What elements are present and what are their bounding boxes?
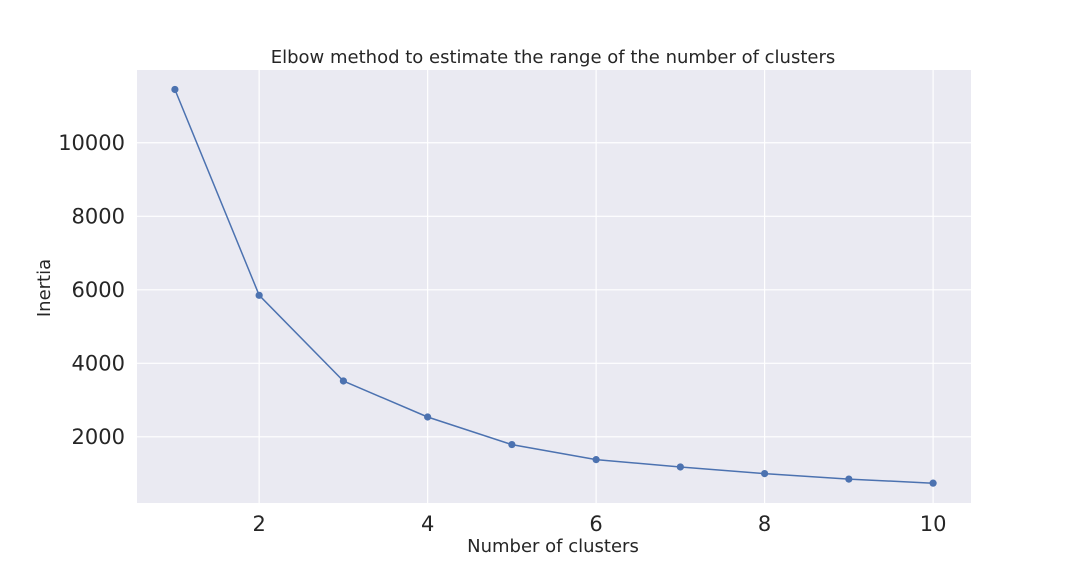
data-point: [424, 413, 432, 421]
data-point: [761, 469, 769, 478]
y-tick-label: 8000: [72, 204, 125, 228]
x-axis-label: Number of clusters: [467, 536, 639, 557]
y-tick-label: 6000: [72, 278, 125, 302]
x-tick-labels: 2 4 6 8 10: [252, 512, 946, 536]
x-tick-label: 10: [920, 512, 947, 536]
x-tick-label: 8: [758, 512, 771, 536]
y-tick-label: 10000: [58, 131, 125, 155]
x-tick-label: 6: [589, 512, 602, 536]
x-tick-label: 2: [252, 512, 265, 536]
data-point: [255, 291, 263, 299]
series-line: [174, 89, 934, 484]
data-point: [929, 479, 937, 487]
y-axis-label: Inertia: [34, 259, 55, 317]
y-tick-label: 2000: [72, 425, 125, 449]
chart-title: Elbow method to estimate the range of th…: [271, 47, 836, 68]
data-point: [171, 85, 179, 94]
grid-lines: [137, 70, 971, 503]
data-point: [676, 463, 684, 471]
plot-area: [137, 70, 971, 503]
x-tick-label: 4: [421, 512, 434, 536]
y-tick-labels: 2000 4000 6000 8000 10000: [58, 131, 125, 449]
data-point: [339, 377, 347, 385]
data-point: [508, 440, 516, 449]
data-point: [592, 456, 600, 464]
y-tick-label: 4000: [72, 351, 125, 375]
data-points: [171, 85, 937, 487]
data-point: [845, 475, 853, 483]
